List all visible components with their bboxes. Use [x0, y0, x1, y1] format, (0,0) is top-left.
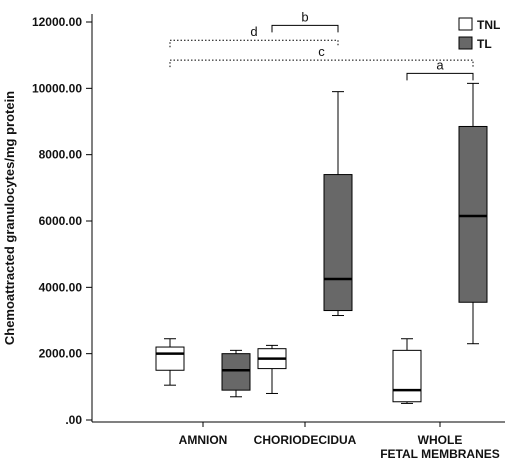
y-ticks: .00 2000.00 4000.00 6000.00 8000.00 10000.00 1…	[32, 15, 92, 427]
box-tl-1	[323, 91, 353, 317]
iqr-box	[392, 349, 422, 403]
iqr-box	[221, 353, 251, 391]
y-tick-label: 6000.00	[39, 214, 83, 228]
x-category-label: WHOLE	[418, 433, 463, 447]
bracket-a	[406, 72, 474, 81]
legend-swatch-tnl	[458, 17, 473, 31]
y-tick-label: .00	[65, 413, 82, 427]
bracket-label-d: d	[250, 24, 257, 39]
y-tick-label: 10000.00	[32, 81, 82, 95]
legend-label-tnl: TNL	[477, 18, 500, 32]
bracket-d	[169, 39, 339, 48]
significance-brackets: b d c a	[169, 9, 474, 81]
box-tnl-2	[392, 338, 422, 404]
y-tick-label: 4000.00	[39, 280, 83, 294]
legend: TNL TL	[458, 17, 500, 51]
x-category-label: FETAL MEMBRANES	[380, 447, 500, 461]
y-tick-label: 2000.00	[39, 347, 83, 361]
y-axis-label: Chemoattracted granulocytes/mg protein	[2, 91, 17, 345]
x-category-label: CHORIODECIDUA	[254, 433, 357, 447]
iqr-box	[458, 125, 488, 303]
y-tick-label: 8000.00	[39, 148, 83, 162]
y-tick-label: 12000.00	[32, 15, 82, 29]
bracket-label-c: c	[318, 44, 325, 59]
box-tnl-0	[155, 338, 185, 386]
iqr-box	[323, 174, 353, 312]
bracket-label-a: a	[436, 57, 444, 72]
bracket-label-b: b	[301, 9, 308, 24]
legend-label-tl: TL	[477, 37, 492, 51]
box-tnl-1	[257, 344, 287, 394]
box-tl-2	[458, 82, 488, 345]
bracket-b	[271, 24, 339, 33]
iqr-box	[155, 346, 185, 371]
box-tl-0	[221, 349, 251, 398]
box-series	[155, 82, 488, 404]
bracket-c	[169, 59, 474, 68]
x-category-label: AMNION	[179, 433, 228, 447]
legend-swatch-tl	[458, 36, 473, 50]
